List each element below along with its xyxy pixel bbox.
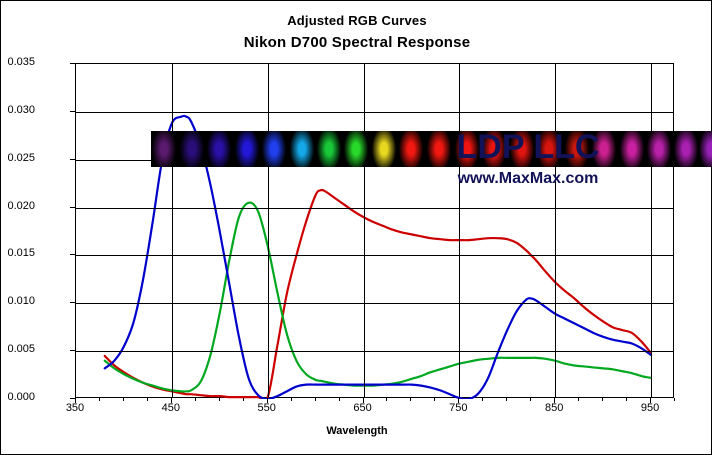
chart-subtitle: Adjusted RGB Curves xyxy=(287,13,427,28)
y-axis-tick xyxy=(70,158,75,160)
spectrum-band xyxy=(588,131,619,167)
x-axis-tick-label: 350 xyxy=(65,402,85,414)
x-axis-minor-tick xyxy=(626,398,628,401)
x-axis-tick-label: 450 xyxy=(161,402,180,414)
y-axis-tick-label: 0.010 xyxy=(7,295,35,308)
spectrum-band xyxy=(203,131,234,167)
y-axis-tick-label: 0.035 xyxy=(7,56,35,68)
spectrum-band xyxy=(478,131,509,167)
x-axis-minor-tick xyxy=(410,398,412,401)
y-axis-tick-label: 0.020 xyxy=(7,199,35,212)
gridline-horizontal xyxy=(76,351,673,352)
plot-area xyxy=(75,63,712,399)
y-axis-tick xyxy=(70,206,75,208)
x-axis-tick xyxy=(650,398,652,403)
x-axis-tick-label: 950 xyxy=(640,402,660,414)
x-axis-tick-label: 750 xyxy=(449,402,468,414)
x-axis-minor-tick xyxy=(602,398,604,401)
x-axis-tick-label: 850 xyxy=(545,402,564,414)
y-axis-tick xyxy=(70,254,75,256)
x-axis-minor-tick xyxy=(434,398,436,401)
gridline-horizontal xyxy=(76,303,673,304)
y-axis-tick xyxy=(70,63,75,64)
spectrum-band xyxy=(451,131,482,167)
y-axis-tick-label: 0.025 xyxy=(7,151,35,164)
x-axis-minor-tick xyxy=(194,398,196,401)
spectrum-band xyxy=(561,131,592,167)
x-axis-minor-tick xyxy=(674,398,675,401)
y-axis-tick-label: 0.000 xyxy=(7,391,35,403)
gridline-horizontal xyxy=(76,112,673,113)
y-axis-tick-label: 0.015 xyxy=(7,247,35,260)
gridline-horizontal xyxy=(76,208,673,209)
curve-red xyxy=(103,188,653,399)
x-axis-minor-tick xyxy=(530,398,532,401)
spectrum-band xyxy=(341,131,372,167)
spectrum-band xyxy=(314,131,345,167)
spectrum-band xyxy=(644,131,675,167)
y-axis-tick-label: 0.030 xyxy=(7,103,35,116)
spectrum-band xyxy=(176,131,207,167)
chart-title: Nikon D700 Spectral Response xyxy=(243,34,471,51)
gridline-vertical xyxy=(555,64,556,397)
gridline-vertical xyxy=(651,64,652,397)
x-axis-minor-tick xyxy=(338,398,340,401)
x-axis-minor-tick xyxy=(290,398,292,401)
x-axis-minor-tick xyxy=(482,398,484,401)
x-axis-minor-tick xyxy=(506,398,508,401)
x-axis-minor-tick xyxy=(218,398,220,401)
x-axis-minor-tick xyxy=(122,398,124,401)
gridline-vertical xyxy=(172,64,173,397)
x-axis-minor-tick xyxy=(578,398,580,401)
spectrum-band xyxy=(533,131,564,167)
x-axis-tick xyxy=(362,398,364,403)
x-axis-tick xyxy=(554,398,556,403)
spectrum-band xyxy=(506,131,537,167)
x-axis-tick xyxy=(75,398,76,403)
spectrum-band xyxy=(424,131,455,167)
y-axis-tick xyxy=(70,350,75,352)
y-axis-tick xyxy=(70,110,75,112)
spectrum-band xyxy=(696,131,712,167)
spectrum-band xyxy=(616,131,647,167)
y-axis-tick-label: 0.005 xyxy=(7,343,35,356)
curve-green xyxy=(103,201,653,393)
spectrum-band xyxy=(151,131,180,167)
x-axis-minor-tick xyxy=(146,398,148,401)
x-axis-minor-tick xyxy=(98,398,100,401)
spectrum-band xyxy=(286,131,317,167)
x-axis-tick xyxy=(170,398,172,403)
spectrum-band xyxy=(259,131,290,167)
gridline-vertical xyxy=(268,64,269,397)
x-axis-minor-tick xyxy=(242,398,244,401)
spectrum-strip xyxy=(151,131,712,167)
x-axis-tick xyxy=(458,398,460,403)
x-axis-tick-label: 550 xyxy=(257,402,276,414)
curve-layer xyxy=(103,114,653,399)
y-axis-tick xyxy=(70,398,75,399)
gridline-vertical xyxy=(364,64,365,397)
spectrum-band xyxy=(231,131,262,167)
y-axis-tick xyxy=(70,302,75,304)
x-axis-minor-tick xyxy=(314,398,316,401)
x-axis-tick-label: 650 xyxy=(353,402,372,414)
gridline-horizontal xyxy=(76,255,673,256)
spectrum-band xyxy=(396,131,427,167)
gridline-vertical xyxy=(459,64,460,397)
x-axis-title: Wavelength xyxy=(326,425,388,437)
x-axis-minor-tick xyxy=(386,398,388,401)
x-axis-tick xyxy=(266,398,268,403)
spectrum-band xyxy=(369,131,400,167)
